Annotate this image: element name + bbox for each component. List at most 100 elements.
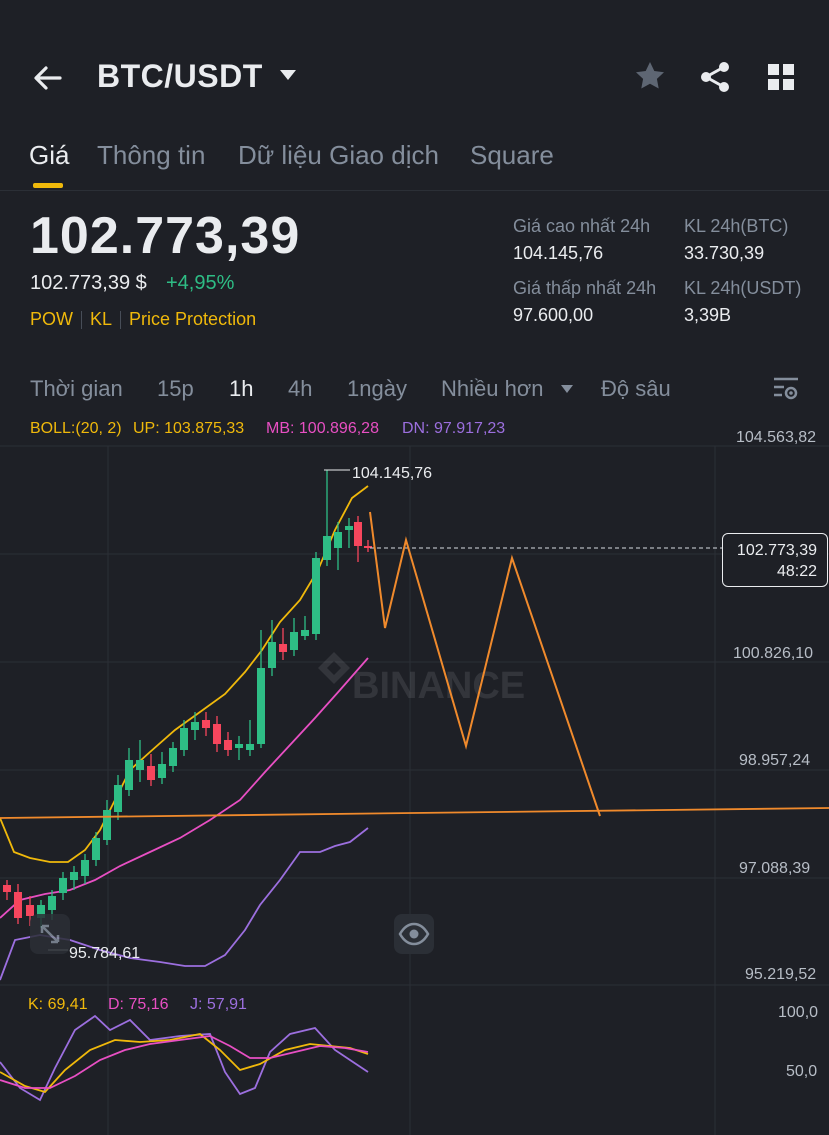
y-tick-2: 100.826,10 [733, 645, 814, 662]
candle-body [257, 668, 265, 744]
tab-trading-data[interactable]: Dữ liệu Giao dịch [238, 140, 439, 170]
candle-body [26, 905, 34, 916]
tag-pow[interactable]: POW [30, 309, 73, 329]
candle-body [70, 872, 78, 880]
drawn-zigzag[interactable] [369, 511, 601, 817]
back-arrow-icon[interactable] [30, 60, 66, 96]
interval-time[interactable]: Thời gian [30, 376, 123, 401]
countdown-label: 48:22 [776, 563, 817, 580]
candle-body [301, 630, 309, 636]
y-tick-1: 104.563,82 [736, 429, 817, 446]
candle-body [202, 720, 210, 728]
low-24h-label: Giá thấp nhất 24h [513, 278, 657, 298]
tab-price[interactable]: Giá [29, 140, 70, 170]
high-24h-value: 104.145,76 [513, 243, 604, 263]
candle-body [279, 644, 287, 652]
high-marker-label: 104.145,76 [352, 465, 432, 482]
candle-body [345, 526, 353, 530]
candle-body [147, 766, 155, 780]
candle-body [136, 760, 144, 770]
header: BTC/USDT [0, 0, 829, 140]
eye-icon[interactable] [394, 914, 434, 954]
interval-4h[interactable]: 4h [288, 376, 313, 401]
candle-body [125, 760, 133, 790]
candle-body [323, 536, 331, 560]
candle-body [158, 764, 166, 778]
high-24h-label: Giá cao nhất 24h [513, 216, 651, 236]
boll-legend: BOLL:(20, 2) UP: 103.875,33 MB: 100.896,… [0, 420, 829, 444]
tab-square[interactable]: Square [470, 140, 554, 170]
y-tick-5: 95.219,52 [745, 966, 817, 983]
tag-kl[interactable]: KL [90, 309, 113, 329]
candle-body [354, 522, 362, 546]
kdj-d: D: 75,16 [108, 996, 169, 1013]
candle-body [290, 632, 298, 650]
tab-bar: Giá Thông tin Dữ liệu Giao dịch Square [0, 130, 829, 191]
vol-usdt-value: 3,39B [684, 305, 732, 325]
vol-usdt-label: KL 24h(USDT) [684, 278, 802, 298]
kdj-tick-50: 50,0 [786, 1063, 818, 1080]
candlestick-chart[interactable]: BINANCE 104.145,76 95.784,61 [0, 415, 829, 1135]
watermark-text: BINANCE [352, 665, 525, 707]
boll-label: BOLL:(20, 2) [30, 420, 122, 437]
candle-body [246, 744, 254, 750]
settings-icon[interactable] [772, 376, 800, 402]
drawn-trendline[interactable] [0, 807, 829, 819]
low-marker-label: 95.784,61 [69, 945, 140, 962]
candle-body [59, 878, 67, 893]
boll-up-line [0, 485, 369, 863]
kdj-k-line [0, 1033, 369, 1094]
tab-info[interactable]: Thông tin [97, 140, 206, 170]
share-icon[interactable] [698, 60, 732, 94]
candle-body [81, 860, 89, 876]
boll-up: UP: 103.875,33 [133, 420, 245, 437]
depth-tab[interactable]: Độ sâu [601, 376, 671, 401]
caret-down-icon[interactable] [280, 70, 296, 80]
boll-mb: MB: 100.896,28 [266, 420, 379, 437]
more-caret-icon[interactable] [561, 385, 573, 393]
candle-body [224, 740, 232, 750]
kdj-d-line [0, 1035, 369, 1089]
candle-body [169, 748, 177, 766]
last-price-usd: 102.773,39 $ [30, 272, 147, 294]
candle-body [37, 905, 45, 918]
candle-body [92, 838, 100, 860]
candle-body [364, 546, 372, 548]
y-tick-3: 98.957,24 [739, 752, 811, 769]
kdj-k: K: 69,41 [28, 996, 88, 1013]
interval-15m[interactable]: 15p [157, 376, 194, 401]
interval-1d[interactable]: 1ngày [347, 376, 407, 401]
candle-body [103, 810, 111, 840]
kdj-j-line [0, 1014, 369, 1102]
current-price-label: 102.773,39 [736, 542, 817, 559]
pair-title[interactable]: BTC/USDT [97, 58, 263, 94]
tag-row: POW KL Price Protection [30, 309, 256, 330]
active-tab-indicator [33, 183, 63, 188]
low-24h-value: 97.600,00 [513, 305, 594, 325]
boll-dn: DN: 97.917,23 [402, 420, 506, 437]
interval-more[interactable]: Nhiều hơn [441, 376, 544, 401]
candle-body [213, 724, 221, 744]
candle-body [235, 744, 243, 748]
y-tick-4: 97.088,39 [739, 860, 811, 877]
candle-body [180, 728, 188, 750]
candle-body [312, 558, 320, 634]
candle-body [3, 885, 11, 892]
expand-icon[interactable] [30, 914, 70, 954]
candle-body [268, 642, 276, 668]
boll-mb-line [0, 657, 369, 919]
current-price-box[interactable]: 102.773,39 48:22 [722, 533, 828, 587]
candle-body [334, 532, 342, 548]
grid-icon[interactable] [766, 62, 796, 92]
binance-watermark [318, 652, 350, 684]
candle-body [114, 785, 122, 812]
star-icon[interactable] [634, 60, 666, 92]
vol-btc-value: 33.730,39 [684, 243, 765, 263]
interval-1h[interactable]: 1h [229, 376, 254, 401]
tag-price-protection[interactable]: Price Protection [129, 309, 257, 329]
vol-btc-label: KL 24h(BTC) [684, 216, 789, 236]
change-percent: +4,95% [166, 272, 235, 294]
candles [3, 470, 372, 928]
kdj-j: J: 57,91 [190, 996, 247, 1013]
chart-grid [0, 445, 829, 1135]
